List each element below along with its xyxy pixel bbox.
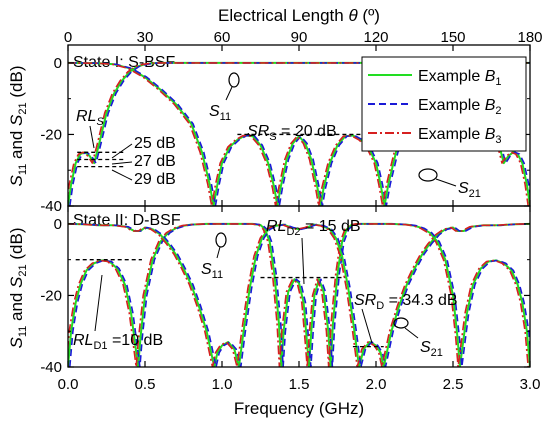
top-tick-label: 120 (363, 29, 388, 46)
y-tick-label-panel-1: -20 (40, 126, 62, 143)
curve-s21-b3-panel-1 (68, 62, 529, 206)
level-25db-label: 25 dB (134, 135, 176, 152)
top-tick-label: 60 (214, 29, 231, 46)
x-axis-title: Frequency (GHz) (234, 399, 364, 418)
level-27db-label: 27 dB (134, 153, 176, 170)
top-axis-title: Electrical Length θ (º) (218, 6, 380, 25)
curve-s21-b1-panel-1 (68, 61, 530, 206)
x-tick-label: 0.0 (58, 376, 79, 393)
y-tick-label-panel-2: -20 (40, 287, 62, 304)
level-29db-arrow (111, 169, 133, 181)
rl-s-label: RLS (76, 108, 104, 128)
top-tick-label: 30 (137, 29, 154, 46)
annotations-bottom: RLD2 = 15 dB S11 SRD = 34.3 dB S21 RLD1 … (73, 218, 458, 359)
rl-s-pointer (89, 125, 95, 149)
curve-s21-b3-panel-2 (68, 223, 529, 367)
y-tick-label-panel-2: 0 (54, 216, 62, 233)
sr-s-label: SRS = 20 dB (247, 123, 337, 143)
x-tick-label: 1.5 (289, 376, 310, 393)
s11-label-bottom: S11 (201, 261, 223, 281)
curve-s11-b3-panel-1 (68, 62, 529, 206)
s21-pointer-bottom (404, 327, 419, 339)
x-tick-label: 3.0 (520, 376, 541, 393)
plot-frame-bottom (67, 205, 531, 368)
y-tick-label-panel-1: 0 (54, 55, 62, 72)
rl-d1-pointer (94, 274, 103, 332)
level-29db-label: 29 dB (134, 171, 176, 188)
s21-marker-top (418, 168, 438, 182)
top-tick-label: 0 (64, 29, 72, 46)
level-25db-arrow (111, 143, 133, 159)
rl-d2-arrow (301, 237, 305, 285)
annotations-top: RLS 25 dB 27 dB 29 dB SRS = 20 dB S11 S2… (76, 72, 481, 200)
top-tick-label: 90 (291, 29, 308, 46)
level-27db-arrow (111, 161, 133, 165)
panel-title-top: State I: S-BSF (73, 54, 175, 71)
top-tick-label: 150 (440, 29, 465, 46)
x-tick-label: 2.0 (366, 376, 387, 393)
s21-marker-bottom (393, 317, 409, 329)
y-tick-label-panel-2: -40 (40, 359, 62, 376)
legend: Example B1 Example B2 Example B3 (361, 56, 527, 152)
curve-s11-b2-panel-2 (69, 223, 530, 367)
curve-s11-b3-panel-2 (68, 223, 529, 367)
y-axis-title-top: S11 and S21 (dB) (7, 65, 29, 186)
x-tick-label: 0.5 (135, 376, 156, 393)
y-axis-title-bottom: S11 and S21 (dB) (7, 227, 29, 348)
legend-label-b2: Example B2 (418, 97, 502, 117)
rl-d2-label: RLD2 = 15 dB (266, 218, 361, 238)
s21-label-bottom: S21 (420, 339, 443, 359)
s21-label-top: S21 (458, 180, 481, 200)
legend-label-b3: Example B3 (418, 126, 502, 146)
legend-box (361, 56, 527, 152)
s11-pointer-top (225, 86, 233, 101)
legend-label-b1: Example B1 (418, 68, 502, 88)
s11-marker-bottom (215, 232, 227, 248)
s21-pointer-top (435, 178, 457, 187)
sr-d-label: SRD = 34.3 dB (354, 292, 458, 312)
curve-s21-b2-panel-2 (69, 223, 530, 367)
x-tick-label: 2.5 (443, 376, 464, 393)
sr-d-pointer (361, 308, 373, 344)
curve-s21-b1-panel-2 (68, 222, 530, 367)
top-tick-label: 180 (517, 29, 542, 46)
curve-s21-b2-panel-1 (69, 62, 530, 206)
rl-d1-label: RLD1 =10 dB (73, 332, 163, 352)
s11-marker-top (228, 72, 240, 88)
s11-pointer-bottom (216, 246, 221, 259)
x-tick-label: 1.0 (212, 376, 233, 393)
y-tick-label-panel-1: -40 (40, 198, 62, 215)
s11-label-top: S11 (209, 103, 231, 123)
